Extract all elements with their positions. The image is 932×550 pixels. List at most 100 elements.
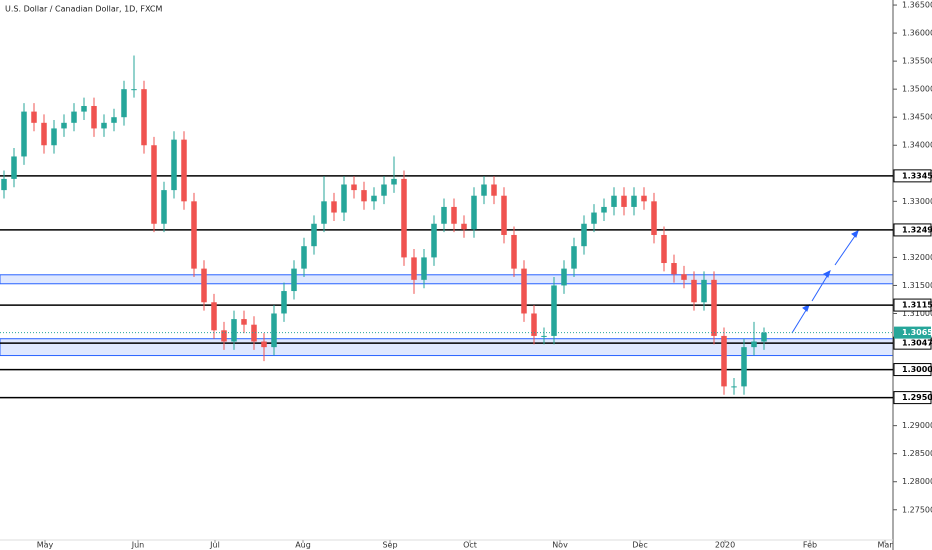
y-tick-label: 1.32000	[902, 253, 932, 262]
candle-body	[311, 223, 317, 247]
candle-body	[341, 184, 347, 213]
candle-body	[221, 330, 227, 342]
candle-body	[581, 223, 587, 247]
y-tick-label: 1.33000	[902, 197, 932, 206]
level-label-box	[893, 169, 932, 183]
candle-body	[81, 105, 87, 112]
candle-body	[151, 145, 157, 224]
x-tick-label: Jun	[131, 541, 145, 550]
candle-body	[411, 257, 417, 280]
level-label: 1.31150	[902, 301, 932, 310]
arrow	[811, 272, 830, 302]
candle-body	[651, 201, 657, 235]
candle-body	[401, 178, 407, 258]
candle-body	[181, 139, 187, 202]
y-tick-label: 1.31500	[902, 281, 932, 290]
candle-body	[61, 122, 67, 129]
y-tick-label: 1.34500	[902, 113, 932, 122]
x-tick-label: Nov	[552, 541, 568, 550]
candle-body	[21, 111, 27, 157]
candle-body	[591, 212, 597, 224]
arrow-head	[851, 230, 859, 238]
candle-body	[751, 341, 757, 348]
zone	[0, 274, 894, 285]
y-tick-label: 1.29000	[902, 421, 932, 430]
x-tick-label: Mar	[877, 541, 893, 550]
candle-body	[731, 386, 737, 388]
arrow-head	[802, 304, 810, 312]
candle-body	[291, 268, 297, 292]
candle-body	[671, 263, 677, 275]
candle-body	[711, 279, 717, 336]
x-tick-label: Sep	[382, 541, 397, 550]
x-tick-label: 2020	[715, 541, 735, 550]
level-label: 1.32490	[902, 225, 932, 234]
candle-body	[611, 195, 617, 207]
candle-body	[661, 234, 667, 264]
candle-body	[191, 201, 197, 269]
zone	[0, 338, 894, 357]
y-tick-label: 1.28000	[902, 477, 932, 486]
x-tick-label: Dec	[632, 541, 647, 550]
candle-body	[481, 184, 487, 196]
candle-body	[381, 184, 387, 196]
y-tick-label: 1.36000	[902, 29, 932, 38]
candle-body	[571, 246, 577, 269]
level-label: 1.33454	[902, 171, 932, 180]
candle-body	[101, 122, 107, 129]
candle-body	[621, 195, 627, 207]
candle-body	[431, 223, 437, 258]
candle-body	[501, 195, 507, 235]
arrow	[791, 306, 809, 334]
candle-body	[441, 206, 447, 224]
x-tick-label: Aug	[295, 541, 311, 550]
level-label-box	[893, 223, 932, 237]
candle-body	[11, 156, 17, 179]
candle-body	[321, 201, 327, 224]
candle-body	[171, 139, 177, 191]
candle-body	[111, 117, 117, 123]
candle-body	[691, 279, 697, 303]
candle-body	[91, 105, 97, 129]
candle-body	[761, 332, 767, 342]
level-label-box	[893, 298, 932, 312]
arrow	[834, 232, 858, 266]
last-price-label: 1.30659	[902, 328, 932, 337]
candle-body	[41, 122, 47, 146]
candle-body	[471, 195, 477, 230]
chart-title: U.S. Dollar / Canadian Dollar, 1D, FXCM	[5, 5, 163, 14]
x-tick-label: Jul	[209, 541, 220, 550]
candle-body	[361, 190, 367, 202]
y-tick-label: 1.28500	[902, 449, 932, 458]
candle-body	[421, 257, 427, 280]
candle-body	[121, 89, 127, 118]
y-tick-label: 1.34000	[902, 141, 932, 150]
candle-body	[251, 324, 257, 342]
y-tick-label: 1.35500	[902, 57, 932, 66]
candle-body	[681, 274, 687, 280]
candle-body	[551, 285, 557, 336]
candle-body	[371, 195, 377, 202]
level-label-box	[893, 391, 932, 405]
candle-body	[601, 206, 607, 213]
candle-body	[261, 341, 267, 348]
candle-body	[561, 268, 567, 286]
candle-body	[541, 335, 547, 337]
candle-body	[271, 313, 277, 348]
x-tick-label: May	[37, 541, 54, 550]
candle-body	[511, 234, 517, 269]
y-tick-label: 1.27500	[902, 505, 932, 514]
candle-body	[491, 184, 497, 196]
candle-body	[631, 195, 637, 207]
candle-body	[71, 111, 77, 123]
level-label: 1.29500	[902, 393, 932, 402]
y-tick-label: 1.31000	[902, 309, 932, 318]
arrow-head	[823, 270, 831, 278]
y-tick-label: 1.36500	[902, 1, 932, 10]
candle-body	[721, 335, 727, 387]
candle-body	[741, 347, 747, 387]
candle-body	[231, 319, 237, 342]
candle-body	[531, 313, 537, 336]
